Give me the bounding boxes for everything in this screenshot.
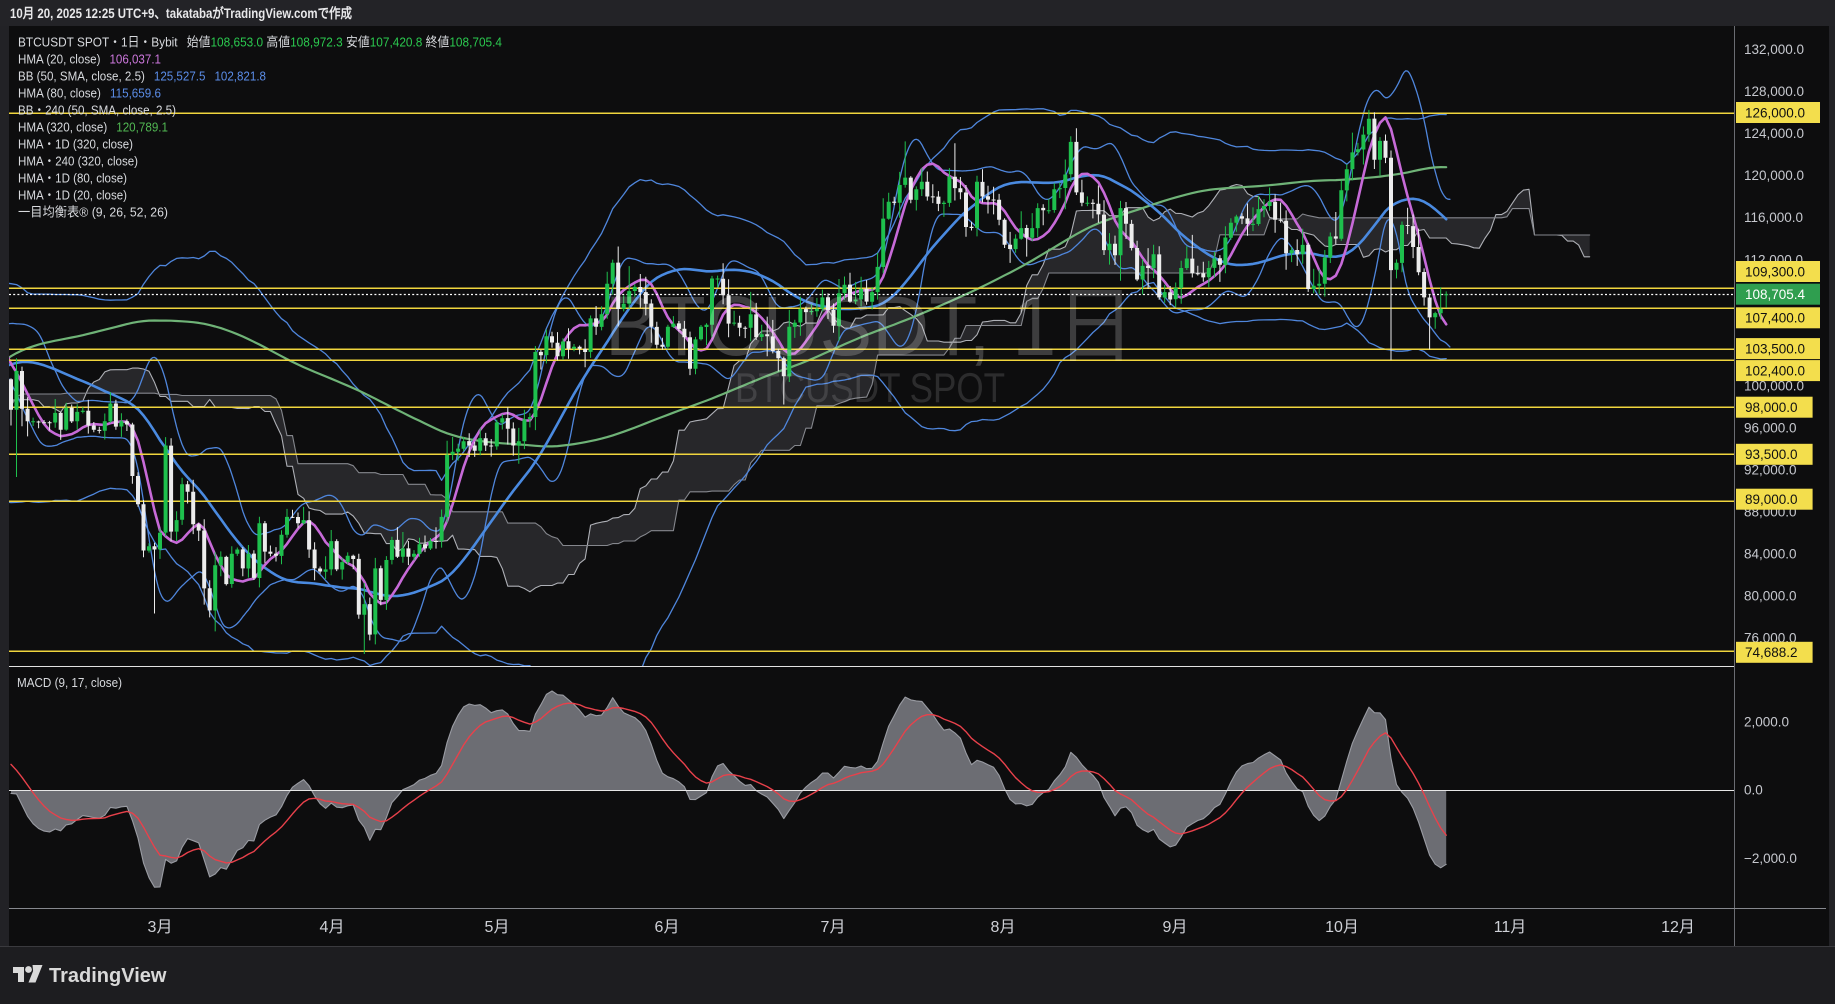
svg-text:HMA (320, close) 120,789.1: HMA (320, close) 120,789.1 bbox=[18, 120, 168, 135]
svg-text:5月: 5月 bbox=[485, 919, 510, 936]
svg-text:103,500.0: 103,500.0 bbox=[1745, 341, 1805, 356]
svg-text:HMA・1D (80, close): HMA・1D (80, close) bbox=[18, 171, 127, 186]
svg-text:BB・240 (50, SMA, close, 2.5): BB・240 (50, SMA, close, 2.5) bbox=[18, 103, 176, 118]
svg-text:126,000.0: 126,000.0 bbox=[1745, 105, 1805, 120]
svg-text:HMA (80, close) 115,659.6: HMA (80, close) 115,659.6 bbox=[18, 86, 161, 101]
svg-text:80,000.0: 80,000.0 bbox=[1744, 588, 1797, 603]
svg-text:93,500.0: 93,500.0 bbox=[1745, 447, 1798, 462]
svg-text:128,000.0: 128,000.0 bbox=[1744, 84, 1804, 99]
svg-text:74,688.2: 74,688.2 bbox=[1745, 645, 1798, 660]
svg-text:96,000.0: 96,000.0 bbox=[1744, 420, 1797, 435]
svg-text:BTCUSDT, 1日: BTCUSDT, 1日 bbox=[605, 279, 1135, 373]
svg-text:109,300.0: 109,300.0 bbox=[1745, 264, 1805, 279]
svg-text:MACD (9, 17, close): MACD (9, 17, close) bbox=[17, 676, 122, 690]
svg-text:92,000.0: 92,000.0 bbox=[1744, 462, 1797, 477]
svg-text:0.0: 0.0 bbox=[1744, 783, 1763, 798]
svg-text:89,000.0: 89,000.0 bbox=[1745, 492, 1798, 507]
svg-text:107,400.0: 107,400.0 bbox=[1745, 311, 1805, 326]
svg-text:120,000.0: 120,000.0 bbox=[1744, 168, 1804, 183]
svg-text:108,705.4: 108,705.4 bbox=[1745, 287, 1806, 302]
svg-text:BTCUSDT SPOT・1日・Bybit 始値108,6: BTCUSDT SPOT・1日・Bybit 始値108,653.0 高値108,… bbox=[18, 35, 502, 50]
svg-text:84,000.0: 84,000.0 bbox=[1744, 546, 1797, 561]
svg-text:124,000.0: 124,000.0 bbox=[1744, 126, 1804, 141]
svg-text:11月: 11月 bbox=[1494, 919, 1527, 936]
svg-text:8月: 8月 bbox=[991, 919, 1016, 936]
svg-text:HMA (20, close) 106,037.1: HMA (20, close) 106,037.1 bbox=[18, 52, 161, 67]
svg-text:12月: 12月 bbox=[1661, 919, 1695, 936]
svg-text:76,000.0: 76,000.0 bbox=[1744, 630, 1797, 645]
svg-text:132,000.0: 132,000.0 bbox=[1744, 42, 1804, 57]
svg-text:7月: 7月 bbox=[821, 919, 846, 936]
svg-text:2,000.0: 2,000.0 bbox=[1744, 714, 1789, 729]
svg-text:10月: 10月 bbox=[1325, 919, 1359, 936]
svg-text:4月: 4月 bbox=[320, 919, 345, 936]
svg-text:HMA・240 (320, close): HMA・240 (320, close) bbox=[18, 154, 138, 169]
svg-text:BTCUSDT SPOT: BTCUSDT SPOT bbox=[735, 364, 1005, 411]
svg-text:3月: 3月 bbox=[148, 919, 173, 936]
svg-text:116,000.0: 116,000.0 bbox=[1744, 210, 1803, 225]
svg-text:BB (50, SMA, close, 2.5) 125,: BB (50, SMA, close, 2.5) 125,527.5 102,8… bbox=[18, 69, 266, 84]
svg-text:TradingView: TradingView bbox=[49, 965, 167, 987]
svg-text:HMA・1D (320, close): HMA・1D (320, close) bbox=[18, 137, 133, 152]
svg-text:9月: 9月 bbox=[1163, 919, 1188, 936]
svg-text:−2,000.0: −2,000.0 bbox=[1744, 851, 1797, 866]
svg-text:102,400.0: 102,400.0 bbox=[1745, 363, 1805, 378]
svg-text:98,000.0: 98,000.0 bbox=[1745, 400, 1798, 415]
svg-text:一目均衡表® (9, 26, 52, 26): 一目均衡表® (9, 26, 52, 26) bbox=[18, 205, 168, 220]
svg-text:10月 20, 2025 12:25 UTC+9、takat: 10月 20, 2025 12:25 UTC+9、takatabaがTradin… bbox=[10, 5, 352, 21]
svg-text:100,000.0: 100,000.0 bbox=[1744, 378, 1804, 393]
svg-text:6月: 6月 bbox=[655, 919, 680, 936]
svg-text:HMA・1D (20, close): HMA・1D (20, close) bbox=[18, 188, 127, 203]
